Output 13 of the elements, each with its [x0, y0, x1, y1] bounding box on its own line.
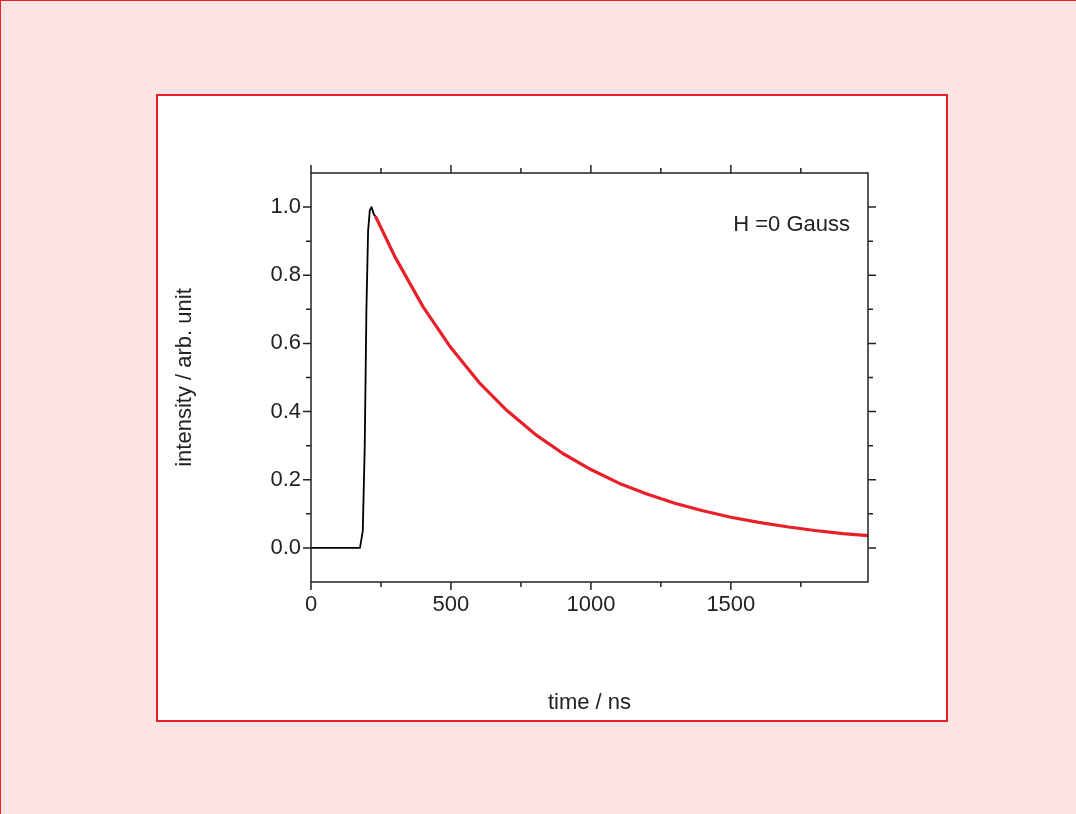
x-tick-label: 1500 — [706, 591, 756, 617]
y-tick-label: 0.8 — [270, 261, 301, 287]
y-axis-title: intensity / arb. unit — [171, 288, 197, 467]
y-tick-label: 0.2 — [270, 465, 301, 491]
y-tick-label: 0.4 — [270, 397, 301, 423]
x-tick-label: 1000 — [566, 591, 616, 617]
y-tick-label: 0.6 — [270, 329, 301, 355]
x-tick-label: 0 — [304, 591, 318, 617]
x-axis-title: time / ns — [547, 688, 632, 714]
y-tick-label: 1.0 — [270, 193, 301, 219]
annotation: H =0 Gauss — [733, 211, 850, 237]
x-tick-label: 500 — [432, 591, 470, 617]
y-tick-label: 0.0 — [270, 533, 301, 559]
